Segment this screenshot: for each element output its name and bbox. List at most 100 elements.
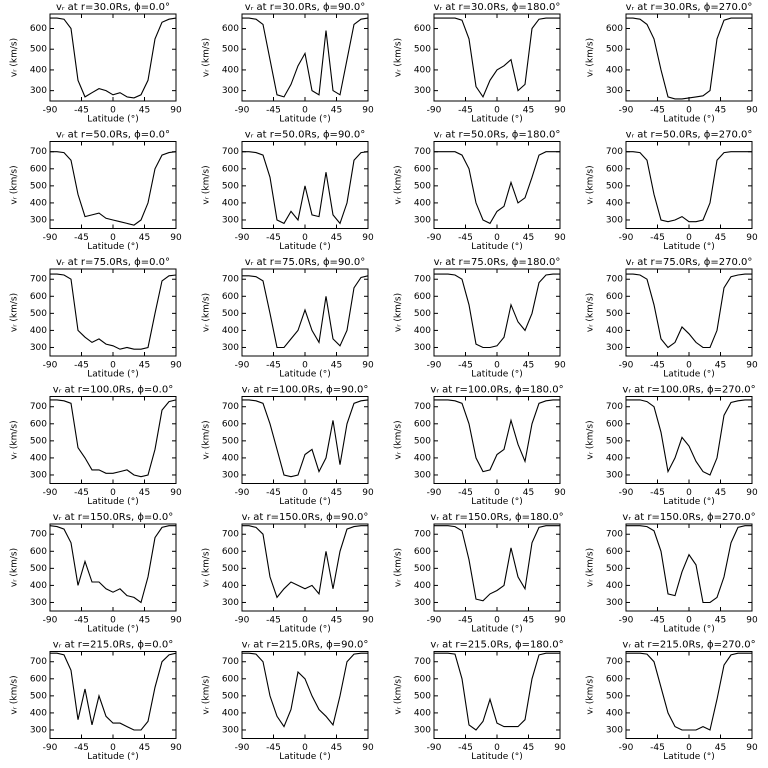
panel-title: vᵣ at r=215.0Rs, ϕ=180.0° [430,640,563,651]
panel: vᵣ at r=75.0Rs, ϕ=0.0° -90 -45 0 45 90 300 400 5… [10,257,182,380]
x-tick-label: 45 [523,616,534,626]
panel-title: vᵣ at r=100.0Rs, ϕ=270.0° [622,385,755,396]
y-tick-label: 600 [30,24,47,34]
x-tick-label: 90 [554,488,566,498]
panel: vᵣ at r=150.0Rs, ϕ=180.0° -90 -45 0 45 90 300 4… [394,512,566,635]
y-tick-label: 700 [606,530,623,540]
x-tick-label: -90 [43,616,58,626]
x-tick-label: -45 [266,488,281,498]
y-axis-label: vᵣ (km/s) [202,38,212,77]
x-tick-label: 45 [523,361,534,371]
x-tick-label: 45 [331,488,342,498]
x-tick-label: 0 [110,743,116,753]
data-line [242,151,369,225]
x-tick-label: 45 [139,361,150,371]
y-tick-label: 400 [606,326,623,336]
x-axis-label: Latitude (°) [87,625,138,635]
x-tick-label: -90 [619,106,634,116]
x-axis-label: Latitude (°) [663,115,714,125]
x-tick-label: 90 [170,743,182,753]
y-tick-label: 300 [30,725,47,735]
y-tick-label: 300 [30,86,47,96]
y-tick-label: 700 [30,275,47,285]
x-tick-label: 0 [494,361,500,371]
y-tick-label: 300 [606,215,623,225]
panel: vᵣ at r=30.0Rs, ϕ=180.0° -90 -45 0 45 90 300 40… [394,2,566,125]
panel: vᵣ at r=50.0Rs, ϕ=0.0° -90 -45 0 45 90 300 400 5… [10,130,182,253]
panel-title: vᵣ at r=50.0Rs, ϕ=90.0° [245,130,365,141]
x-tick-label: -90 [235,488,250,498]
data-line [50,17,177,99]
data-line [434,17,560,99]
y-tick-label: 500 [222,564,239,574]
y-tick-label: 400 [606,65,623,75]
panel: vᵣ at r=100.0Rs, ϕ=0.0° -90 -45 0 45 90 300 400… [10,385,182,508]
x-tick-label: -45 [458,616,473,626]
y-axis-label: vᵣ (km/s) [10,165,20,204]
data-line [242,275,369,349]
x-tick-label: -90 [427,361,442,371]
data-line [242,399,369,478]
x-tick-label: 0 [302,106,308,116]
x-tick-label: 90 [746,743,758,753]
y-tick-label: 700 [414,402,431,412]
plot-frame [433,523,561,612]
y-tick-label: 300 [30,343,47,353]
x-tick-label: 0 [494,233,500,243]
x-tick-label: 90 [170,488,182,498]
plot-frame [241,396,369,484]
x-tick-label: -90 [427,233,442,243]
y-tick-label: 400 [414,453,431,463]
panel-title: vᵣ at r=100.0Rs, ϕ=180.0° [430,385,563,396]
x-tick-label: -45 [74,106,89,116]
y-axis-label: vᵣ (km/s) [202,165,212,204]
panel-title: vᵣ at r=150.0Rs, ϕ=0.0° [53,512,173,523]
x-tick-label: -90 [235,361,250,371]
y-tick-label: 500 [414,564,431,574]
y-axis-label: vᵣ (km/s) [10,420,20,459]
y-tick-label: 400 [222,326,239,336]
y-tick-label: 700 [30,530,47,540]
x-tick-label: -45 [458,743,473,753]
y-tick-label: 400 [222,581,239,591]
x-tick-label: 0 [110,106,116,116]
y-tick-label: 400 [414,198,431,208]
y-tick-label: 600 [222,24,239,34]
plot-frame [433,13,561,102]
x-tick-label: 90 [746,106,758,116]
y-tick-label: 700 [414,657,431,667]
x-tick-label: 45 [715,106,726,116]
data-line [50,273,177,350]
x-tick-label: 90 [746,616,758,626]
panel-title: vᵣ at r=30.0Rs, ϕ=0.0° [56,2,170,13]
panel-title: vᵣ at r=50.0Rs, ϕ=0.0° [56,130,170,141]
data-line [242,525,368,599]
plot-frame [625,141,753,229]
y-tick-label: 300 [414,343,431,353]
x-tick-label: -45 [266,616,281,626]
x-tick-label: -90 [427,743,442,753]
panel: vᵣ at r=75.0Rs, ϕ=90.0° -90 -45 0 45 90 300 400… [202,257,374,380]
x-tick-label: 45 [715,488,726,498]
plot-frame [241,523,369,612]
x-tick-label: 90 [554,616,566,626]
panel-title: vᵣ at r=215.0Rs, ϕ=270.0° [622,640,755,651]
y-tick-label: 700 [222,275,239,285]
x-tick-label: 0 [686,743,692,753]
y-tick-label: 600 [414,419,431,429]
x-tick-label: 0 [110,361,116,371]
x-tick-label: 90 [362,488,374,498]
panel-title: vᵣ at r=150.0Rs, ϕ=270.0° [622,512,755,523]
y-tick-label: 600 [222,292,239,302]
y-tick-label: 400 [222,65,239,75]
y-tick-label: 300 [414,470,431,480]
x-tick-label: -45 [266,233,281,243]
panel-title: vᵣ at r=50.0Rs, ϕ=180.0° [434,130,561,141]
x-tick-label: -45 [650,616,665,626]
y-tick-label: 400 [30,453,47,463]
x-tick-label: -45 [650,488,665,498]
x-tick-label: -90 [619,743,634,753]
y-tick-label: 500 [414,436,431,446]
x-tick-label: -90 [43,106,58,116]
x-tick-label: 45 [523,233,534,243]
